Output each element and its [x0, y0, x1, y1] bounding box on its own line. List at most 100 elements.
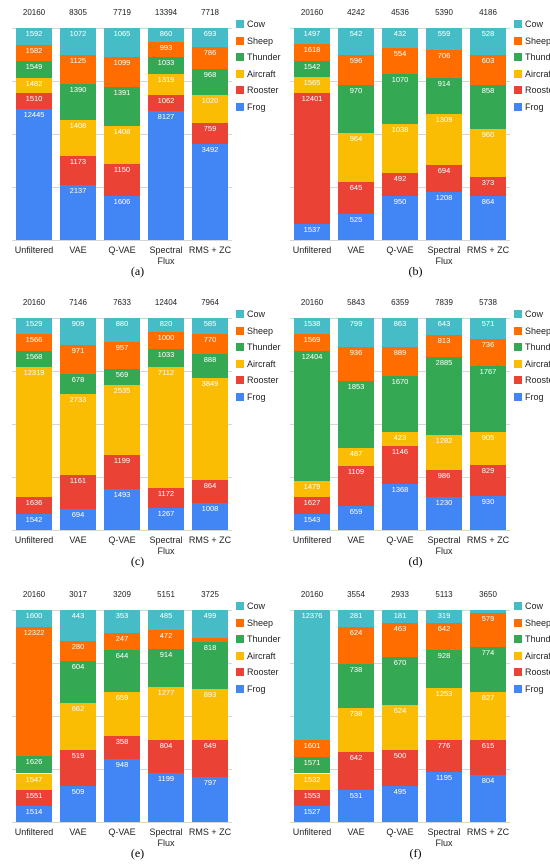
caption: (e) — [130, 846, 145, 860]
legend-label: Cow — [525, 309, 544, 319]
value-label: 1670 — [391, 377, 409, 387]
value-label: 1568 — [25, 351, 43, 361]
total-label: 7964 — [201, 298, 219, 307]
bar-segment — [426, 688, 462, 741]
value-label: 571 — [481, 319, 495, 328]
value-label: 624 — [349, 627, 363, 637]
value-label: 738 — [349, 709, 363, 718]
x-tick-label: Unfiltered — [292, 245, 332, 255]
total-label: 3650 — [479, 590, 497, 599]
legend-label: Sheep — [247, 325, 274, 336]
bar-segment — [192, 503, 228, 530]
legend-label: Cow — [247, 601, 266, 611]
value-label: 8127 — [157, 112, 175, 122]
legend-swatch — [514, 69, 522, 78]
value-label: 181 — [393, 611, 407, 620]
value-label: 2733 — [69, 394, 87, 404]
bar-segment — [426, 649, 462, 689]
bar-segment — [148, 318, 184, 332]
value-label: 528 — [481, 29, 495, 38]
value-label: 829 — [481, 466, 495, 475]
value-label: 1497 — [303, 29, 321, 38]
bar-segment — [338, 346, 374, 381]
bar-segment — [148, 94, 184, 112]
bar-segment — [338, 663, 374, 708]
value-label: 492 — [393, 173, 407, 183]
legend-swatch — [236, 343, 244, 351]
x-tick-label: Spectral Flux — [149, 245, 183, 266]
value-label: 3492 — [201, 145, 219, 155]
bar-segment — [192, 123, 228, 145]
legend-label: Sheep — [525, 617, 550, 628]
bar-segment — [426, 165, 462, 193]
value-label: 818 — [203, 643, 217, 653]
bar-segment — [294, 318, 330, 335]
legend-swatch — [514, 359, 522, 368]
value-label: 1065 — [113, 29, 131, 38]
value-label: 759 — [203, 124, 217, 134]
value-label: 770 — [203, 334, 217, 344]
bar-segment — [294, 350, 330, 482]
legend-label: Sheep — [525, 35, 550, 46]
bar-segment — [338, 55, 374, 85]
x-tick-label: Q-VAE — [386, 827, 414, 837]
value-label: 1549 — [25, 62, 43, 72]
value-label: 1527 — [303, 806, 321, 816]
legend-swatch — [514, 635, 522, 643]
total-label: 4186 — [479, 8, 497, 17]
value-label: 642 — [437, 624, 451, 634]
total-label: 20160 — [300, 8, 324, 17]
total-label: 7718 — [201, 8, 219, 17]
bar-segment — [148, 73, 184, 95]
value-label: 804 — [159, 740, 173, 750]
bar-segment — [16, 756, 52, 774]
bar-segment — [338, 318, 374, 347]
value-label: 12404 — [301, 351, 323, 361]
bar-segment — [16, 610, 52, 627]
value-label: 968 — [203, 69, 217, 79]
total-label: 5738 — [479, 298, 497, 307]
bar-segment — [294, 28, 330, 44]
value-label: 1033 — [157, 58, 175, 68]
x-tick-label: VAE — [347, 535, 365, 545]
bar-segment — [470, 318, 506, 340]
bar-segment — [148, 610, 184, 630]
value-label: 319 — [437, 611, 451, 620]
bar-segment — [60, 474, 96, 510]
value-label: 1537 — [303, 224, 321, 234]
value-label: 1033 — [157, 350, 175, 360]
bar-segment — [338, 28, 374, 56]
value-label: 1627 — [303, 497, 321, 507]
bar-segment — [148, 687, 184, 740]
bar-segment — [382, 318, 418, 347]
x-tick-label: Spectral Flux — [149, 535, 183, 556]
value-label: 1408 — [69, 120, 87, 130]
value-label: 604 — [71, 661, 85, 671]
x-tick-label: RMS + ZC — [188, 827, 232, 837]
total-label: 7146 — [69, 298, 87, 307]
bar-segment — [470, 691, 506, 740]
value-label: 1547 — [25, 774, 43, 784]
bar-segment — [338, 506, 374, 530]
legend-label: Thunder — [247, 634, 281, 644]
bar-segment — [294, 481, 330, 497]
total-label: 5390 — [435, 8, 453, 17]
value-label: 2137 — [69, 186, 87, 196]
bar-segment — [470, 196, 506, 240]
value-label: 820 — [159, 319, 173, 328]
value-label: 644 — [115, 650, 129, 660]
bar-segment — [16, 513, 52, 530]
value-label: 1390 — [69, 85, 87, 95]
value-label: 353 — [115, 611, 129, 620]
value-label: 579 — [481, 613, 495, 623]
x-tick-label: RMS + ZC — [466, 827, 510, 837]
bar-segment — [60, 318, 96, 345]
x-tick-label: VAE — [347, 827, 365, 837]
x-tick-label: RMS + ZC — [466, 535, 510, 545]
value-label: 1582 — [25, 45, 43, 55]
value-label: 1161 — [69, 475, 87, 485]
bar-segment — [192, 688, 228, 740]
x-tick-label: Spectral Flux — [149, 827, 183, 848]
value-label: 280 — [71, 642, 85, 652]
